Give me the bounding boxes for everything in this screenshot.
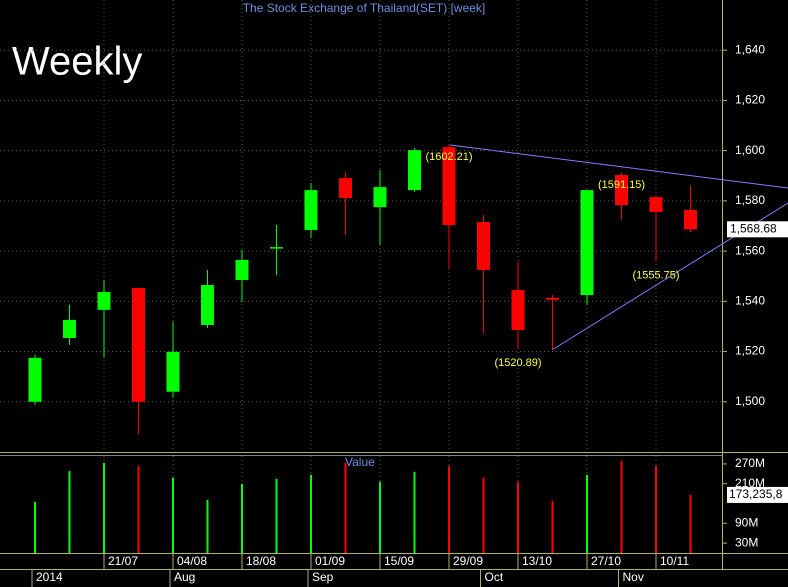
candle-body [339, 178, 352, 199]
y-tick-label: 90M [735, 515, 758, 529]
volume-label: Value [345, 455, 375, 469]
month-label: 2014 [36, 570, 63, 584]
y-tick-label: 30M [735, 535, 758, 549]
month-label: Nov [623, 570, 644, 584]
chart-title: The Stock Exchange of Thailand(SET) [wee… [243, 1, 486, 15]
candle-body [477, 221, 490, 270]
candle-body [511, 290, 525, 330]
x-tick-label: 21/07 [108, 554, 138, 568]
y-tick-label: 1,600 [735, 143, 765, 157]
last-volume-box [727, 486, 788, 503]
annotation: (1555.75) [632, 270, 679, 282]
y-tick-label: 1,540 [735, 294, 765, 308]
annotation: (1520.89) [494, 357, 541, 369]
candle-body [166, 351, 180, 392]
candle-body [201, 285, 214, 325]
x-tick-label: 15/09 [384, 554, 414, 568]
y-tick-label: 1,640 [735, 42, 765, 56]
y-tick-label: 1,560 [735, 243, 765, 257]
last-price-box [727, 221, 788, 238]
y-tick-label: 270M [735, 456, 765, 470]
y-tick-label: 1,520 [735, 344, 765, 358]
candle-body [235, 259, 249, 280]
candle-body [270, 247, 283, 249]
x-tick-label: 29/09 [453, 554, 483, 568]
trend-line [449, 144, 788, 189]
last-price-label: 1,568.68 [730, 221, 777, 235]
x-tick-label: 10/11 [660, 554, 689, 568]
annotation: (1602.21) [425, 151, 472, 163]
y-tick-label: 1,500 [735, 394, 765, 408]
x-tick-label: 13/10 [522, 554, 552, 568]
candle-body [649, 197, 663, 212]
month-label: Sep [312, 570, 334, 584]
x-tick-label: 18/08 [246, 554, 276, 568]
candle-body [97, 292, 111, 310]
y-tick-label: 210M [735, 476, 765, 490]
candle-body [28, 357, 42, 402]
candle-body [63, 319, 76, 338]
month-label: Aug [174, 570, 195, 584]
annotation: (1591.15) [598, 179, 645, 191]
candle-body [304, 190, 318, 231]
x-tick-label: 04/08 [177, 554, 207, 568]
chart-label: Weekly [12, 40, 142, 84]
y-tick-label: 1,620 [735, 93, 765, 107]
candle-body [615, 175, 628, 206]
month-label: Oct [485, 570, 504, 584]
y-tick-label: 1,580 [735, 193, 765, 207]
candle-body [408, 150, 421, 191]
candle-body [684, 209, 697, 230]
x-tick-label: 01/09 [315, 554, 345, 568]
candle-body [132, 288, 145, 402]
last-volume-label: 173,235,8 [729, 487, 783, 501]
candle-body [373, 187, 387, 208]
candle-body [442, 147, 456, 225]
candle-body [546, 297, 559, 300]
candle-body [580, 190, 594, 296]
x-tick-label: 27/10 [591, 554, 621, 568]
